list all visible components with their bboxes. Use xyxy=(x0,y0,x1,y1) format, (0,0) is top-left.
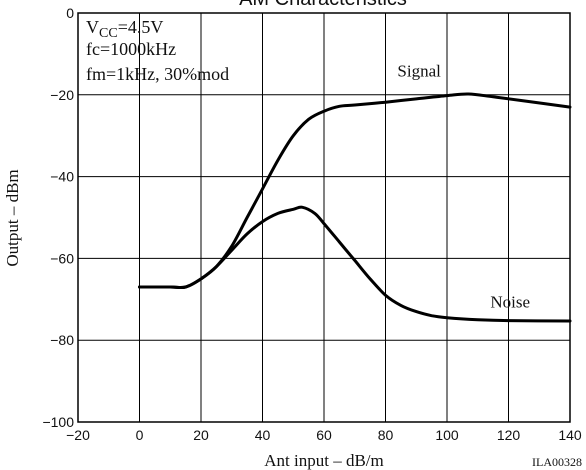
y-tick-label: −20 xyxy=(50,87,74,103)
x-tick-label: 20 xyxy=(193,427,209,443)
y-tick-label: −60 xyxy=(50,250,74,266)
x-tick-label: 0 xyxy=(136,427,144,443)
y-tick-label: −100 xyxy=(42,414,74,430)
y-axis-title: Output – dBm xyxy=(3,169,22,266)
y-tick-label: −40 xyxy=(50,169,74,185)
series-label-noise: Noise xyxy=(490,292,530,311)
series: Signal Noise xyxy=(140,61,571,321)
x-tick-label: 140 xyxy=(558,427,582,443)
series-label-signal: Signal xyxy=(397,61,441,80)
y-tick-label: 0 xyxy=(66,5,74,21)
figure-code: ILA00328 xyxy=(532,455,582,469)
conditions-box: VCC=4.5V fc=1000kHz fm=1kHz, 30%mod xyxy=(86,17,229,84)
x-tick-label: 100 xyxy=(435,427,459,443)
x-tick-label: 120 xyxy=(497,427,521,443)
condition-vcc: VCC=4.5V xyxy=(86,17,163,41)
x-tick-label: 40 xyxy=(255,427,271,443)
chart-title: AM Characteristics xyxy=(239,0,407,10)
condition-fc: fc=1000kHz xyxy=(86,39,176,59)
condition-fm: fm=1kHz, 30%mod xyxy=(86,64,229,84)
x-axis-title: Ant input – dB/m xyxy=(264,451,383,470)
x-tick-label: 60 xyxy=(316,427,332,443)
x-tick-label: 80 xyxy=(378,427,394,443)
y-tick-label: −80 xyxy=(50,332,74,348)
